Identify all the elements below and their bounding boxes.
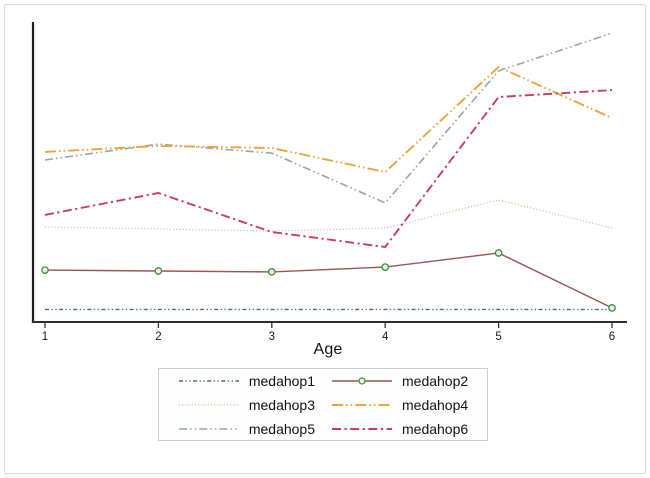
marker-circle-medahop2 — [608, 304, 616, 312]
legend-item-medahop6: medahop6 — [331, 420, 468, 438]
marker-circle-medahop2 — [154, 267, 163, 275]
legend-sample-medahop5 — [178, 427, 239, 430]
marker-circle-medahop2 — [41, 266, 49, 274]
legend-label-medahop1: medahop1 — [248, 372, 315, 389]
legend: medahop1 medahop2 medahop3 medahop4 medahop5… — [158, 368, 488, 441]
marker-circle-medahop2 — [381, 263, 390, 271]
x-axis-title: Age — [313, 341, 343, 358]
marker-circle-medahop2 — [494, 249, 503, 257]
x-tick-label: 4 — [382, 331, 389, 343]
legend-label-medahop3: medahop3 — [248, 396, 315, 413]
legend-label-medahop2: medahop2 — [402, 372, 469, 389]
legend-item-medahop4: medahop4 — [331, 396, 468, 414]
legend-item-medahop5: medahop5 — [178, 420, 315, 438]
x-tick-label: 2 — [155, 331, 161, 343]
series-line-medahop5 — [44, 32, 613, 204]
series-line-medahop4 — [44, 65, 613, 174]
x-tick-label: 5 — [495, 331, 501, 343]
legend-item-medahop2: medahop2 — [331, 372, 468, 390]
legend-label-medahop6: medahop6 — [402, 420, 469, 437]
x-axis-ticks: 1 2 3 4 5 6 — [42, 323, 615, 343]
legend-sample-medahop4 — [332, 403, 392, 406]
plot-series — [41, 32, 616, 312]
x-tick-label: 6 — [609, 331, 615, 343]
x-tick-label: 1 — [42, 331, 48, 343]
series-line-medahop2 — [44, 252, 613, 309]
legend-sample-medahop6 — [332, 427, 392, 430]
series-line-medahop6 — [44, 89, 613, 249]
marker-circle-medahop2 — [267, 268, 276, 276]
legend-item-medahop3: medahop3 — [178, 396, 315, 414]
legend-sample-medahop2 — [332, 376, 392, 385]
legend-sample-medahop1 — [178, 379, 239, 382]
legend-grid: medahop1 medahop2 medahop3 medahop4 medahop5… — [178, 372, 468, 438]
legend-label-medahop5: medahop5 — [248, 420, 315, 437]
legend-sample-medahop3 — [178, 403, 239, 406]
legend-label-medahop4: medahop4 — [402, 396, 469, 413]
legend-item-medahop1: medahop1 — [178, 372, 315, 390]
x-tick-label: 3 — [269, 331, 275, 343]
series-line-medahop3 — [44, 199, 613, 232]
